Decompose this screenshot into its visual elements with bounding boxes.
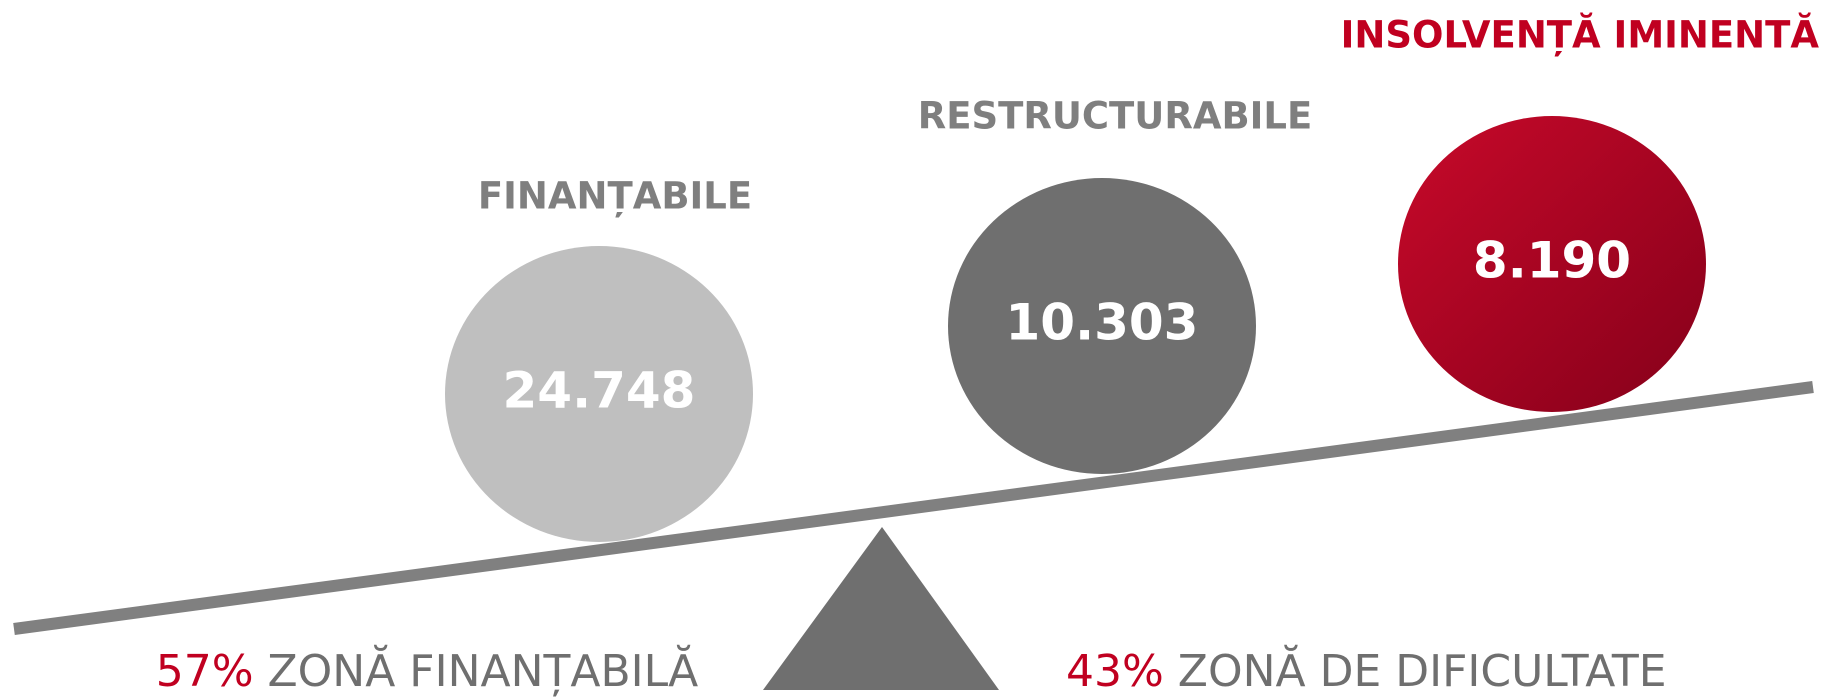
footer-text: ZONĂ DE DIFICULTATE (1178, 643, 1667, 697)
group-value: 24.748 (503, 362, 696, 420)
fulcrum (763, 527, 999, 690)
group-value: 8.190 (1473, 232, 1631, 290)
footer-percent: 43% (1066, 646, 1164, 697)
group-label: FINANȚABILE (478, 175, 752, 218)
group-circle (948, 178, 1256, 474)
group-value: 10.303 (1006, 294, 1199, 352)
group-circle (445, 246, 753, 542)
footer-text: ZONĂ FINANȚABILĂ (268, 643, 699, 697)
footer-right: 43% ZONĂ DE DIFICULTATE (1066, 643, 1667, 697)
footer-percent: 57% (156, 646, 254, 697)
group-label: INSOLVENȚĂ IMINENTĂ (1341, 13, 1820, 57)
group-label: RESTRUCTURABILE (918, 95, 1313, 138)
balance-beam (13, 381, 1814, 635)
group-circle (1398, 116, 1706, 412)
footer-left: 57% ZONĂ FINANȚABILĂ (156, 643, 699, 697)
